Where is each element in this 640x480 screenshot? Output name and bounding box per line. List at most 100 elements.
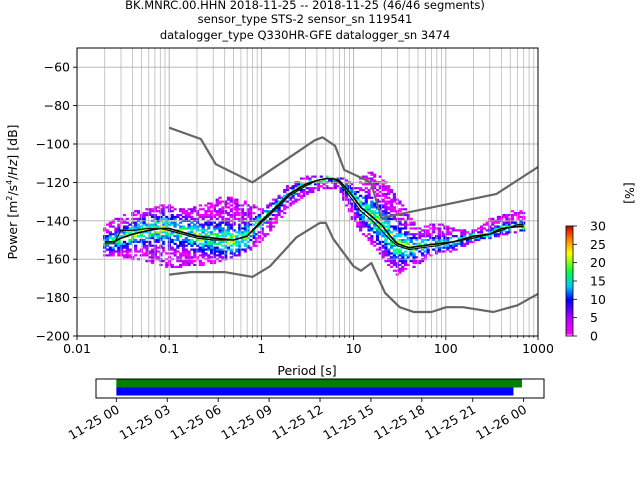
ppsd-density-cell [111, 246, 115, 249]
ppsd-density-cell [381, 252, 385, 255]
ppsd-density-cell [367, 206, 371, 209]
ppsd-density-cell [353, 192, 357, 196]
ppsd-density-cell [153, 225, 157, 228]
ppsd-density-cell [395, 265, 399, 268]
ppsd-density-cell [117, 227, 121, 230]
y-tick-label: −60 [44, 60, 70, 75]
ppsd-density-cell [364, 223, 368, 226]
ppsd-density-cell [505, 225, 509, 228]
ppsd-density-cell [125, 244, 129, 247]
colorbar-tick-label: 0 [590, 329, 598, 344]
ppsd-density-cell [359, 188, 363, 192]
ppsd-density-cell [305, 177, 309, 180]
ppsd-density-cell [508, 229, 512, 232]
ppsd-density-cell [373, 202, 377, 205]
ppsd-density-cell [381, 194, 385, 197]
ppsd-density-cell [271, 202, 276, 205]
ppsd-density-cell [392, 210, 396, 213]
ppsd-density-cell [212, 208, 217, 211]
ppsd-density-cell [201, 252, 205, 255]
y-tick-label: −140 [36, 213, 70, 228]
ppsd-density-cell [198, 246, 202, 249]
ppsd-density-cell [114, 233, 118, 236]
ppsd-density-cell [370, 221, 374, 224]
ppsd-density-cell [398, 269, 402, 272]
ppsd-density-cell [179, 208, 183, 211]
noise_model_low-line [169, 221, 539, 314]
ppsd-density-cell [246, 215, 250, 219]
ppsd-density-cell [207, 246, 211, 249]
ppsd-density-cell [218, 242, 222, 245]
ppsd-density-cell [367, 196, 371, 199]
ppsd-density-cell [170, 231, 174, 234]
ppsd-density-cell [218, 248, 222, 251]
ppsd-density-cell [210, 240, 214, 244]
ppsd-density-cell [401, 267, 405, 270]
ppsd-density-cell [378, 187, 382, 190]
ppsd-density-cell [150, 254, 155, 257]
ppsd-density-cell [235, 242, 239, 245]
ppsd-density-cell [404, 213, 408, 217]
ppsd-density-cell [232, 208, 236, 211]
ppsd-density-cell [120, 231, 124, 234]
ppsd-density-cell [387, 190, 391, 194]
ppsd-density-cell [176, 236, 180, 240]
ppsd-density-cell [361, 196, 366, 199]
ppsd-density-cell [302, 192, 306, 196]
ppsd-density-cell [221, 256, 225, 259]
y-tick-label: −100 [36, 137, 70, 152]
ppsd-density-cell [463, 235, 467, 238]
ppsd-density-cell [162, 206, 166, 209]
ppsd-density-cell [105, 231, 110, 234]
ppsd-density-cell [375, 188, 380, 192]
ppsd-density-cell [328, 187, 332, 190]
ppsd-density-cell [370, 206, 374, 209]
ppsd-density-cell [162, 236, 166, 240]
ppsd-density-cell [294, 192, 298, 196]
ppsd-density-cell [218, 196, 222, 199]
ppsd-density-cell [142, 215, 146, 219]
ppsd-density-cell [359, 213, 363, 217]
ppsd-density-cell [148, 252, 152, 255]
ppsd-density-cell [148, 250, 152, 253]
ppsd-density-cell [297, 183, 301, 186]
ppsd-density-cell [184, 240, 188, 244]
ppsd-density-cell [361, 215, 366, 219]
ppsd-density-cell [215, 202, 219, 205]
ppsd-density-cell [370, 200, 374, 203]
ppsd-density-cell [378, 240, 382, 244]
ppsd-density-cell [131, 225, 135, 228]
ppsd-density-cell [134, 254, 138, 257]
ppsd-density-cell [356, 196, 360, 199]
ppsd-density-cell [210, 233, 214, 236]
ppsd-density-cell [381, 244, 385, 247]
ppsd-density-cell [420, 233, 425, 236]
ppsd-density-cell [260, 236, 264, 240]
ppsd-density-cell [375, 221, 380, 224]
ppsd-density-cell [375, 231, 380, 234]
ppsd-density-cell [308, 179, 312, 182]
ppsd-density-cell [142, 240, 146, 244]
ppsd-density-cell [387, 206, 391, 209]
ppsd-density-cell [221, 240, 225, 244]
ppsd-density-cell [412, 223, 416, 226]
ppsd-density-cell [224, 233, 228, 236]
ppsd-density-cell [210, 248, 214, 251]
ppsd-density-cell [184, 263, 188, 267]
ppsd-density-cell [179, 217, 183, 220]
ppsd-density-cell [443, 235, 447, 238]
ppsd-density-cell [243, 202, 247, 205]
ppsd-density-cell [375, 242, 380, 245]
ppsd-density-cell [193, 254, 197, 257]
y-tick-label: −200 [36, 329, 70, 344]
ppsd-density-cell [516, 212, 520, 215]
ppsd-density-cell [277, 206, 281, 209]
ppsd-density-cell [395, 212, 399, 215]
ppsd-density-cell [218, 215, 222, 219]
ppsd-density-cell [387, 192, 391, 196]
ppsd-density-cell [240, 231, 245, 234]
ppsd-density-cell [378, 190, 382, 194]
ppsd-density-cell [263, 233, 267, 236]
ppsd-density-cell [384, 194, 388, 197]
ppsd-density-cell [176, 260, 180, 263]
